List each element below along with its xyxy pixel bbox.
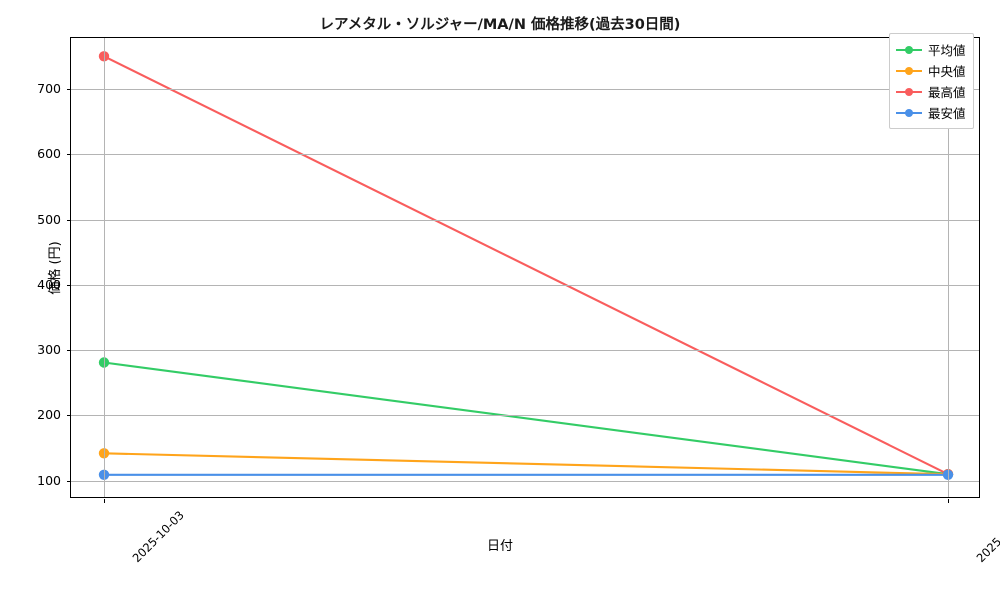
- legend-item-3[interactable]: 最高値: [896, 81, 966, 102]
- y-gridline: [71, 219, 979, 221]
- y-tick-label: 200: [37, 407, 61, 423]
- x-axis-label: 日付: [486, 539, 513, 554]
- y-tick-label: 700: [37, 80, 61, 96]
- y-tick-label: 500: [37, 211, 61, 227]
- legend-swatch-icon: [896, 44, 922, 56]
- chart-title: レアメタル・ソルジャー/MA/N 価格推移(過去30日間): [319, 17, 681, 33]
- legend-item-2[interactable]: 中央値: [896, 60, 966, 81]
- y-tick-label: 600: [37, 146, 61, 162]
- series-line: [102, 361, 950, 476]
- y-tick-mark: [67, 88, 71, 90]
- y-gridline: [71, 480, 979, 482]
- y-gridline: [71, 415, 979, 417]
- plot-area: 価格 (円) 100 200 300 400 500 600 700 2025-10-03 20…: [37, 37, 1000, 565]
- y-gridline: [71, 284, 979, 286]
- y-tick-mark: [67, 219, 71, 221]
- legend-item-label: 最高値: [928, 85, 966, 100]
- y-tick-label: 300: [37, 342, 61, 358]
- legend-item-1[interactable]: 平均値: [896, 39, 966, 60]
- series-layer: [98, 51, 954, 480]
- x-gridline: [948, 38, 949, 497]
- y-tick-label: 100: [37, 472, 61, 488]
- y-tick-mark: [67, 154, 71, 156]
- series-line: [102, 452, 950, 476]
- legend-item-label: 中央値: [928, 64, 966, 79]
- y-tick-label: 400: [37, 276, 61, 292]
- y-tick-mark: [67, 284, 71, 286]
- y-gridline: [71, 88, 979, 90]
- x-tick-mark: [948, 499, 949, 503]
- y-gridline: [71, 350, 979, 352]
- x-gridline: [104, 38, 105, 497]
- legend-item-4[interactable]: 最安値: [896, 102, 966, 123]
- legend-item-label: 平均値: [928, 43, 966, 58]
- x-tick-mark: [104, 499, 105, 503]
- legend-swatch-icon: [896, 86, 922, 98]
- y-tick-mark: [67, 350, 71, 352]
- y-tick-mark: [67, 415, 71, 417]
- series-line: [102, 55, 950, 476]
- legend-swatch-icon: [896, 107, 922, 119]
- legend-item-label: 最安値: [928, 106, 966, 121]
- y-gridline: [71, 154, 979, 156]
- chart-legend: 平均値中央値最高値最安値: [889, 33, 974, 129]
- y-tick-mark: [67, 480, 71, 482]
- legend-swatch-icon: [896, 65, 922, 77]
